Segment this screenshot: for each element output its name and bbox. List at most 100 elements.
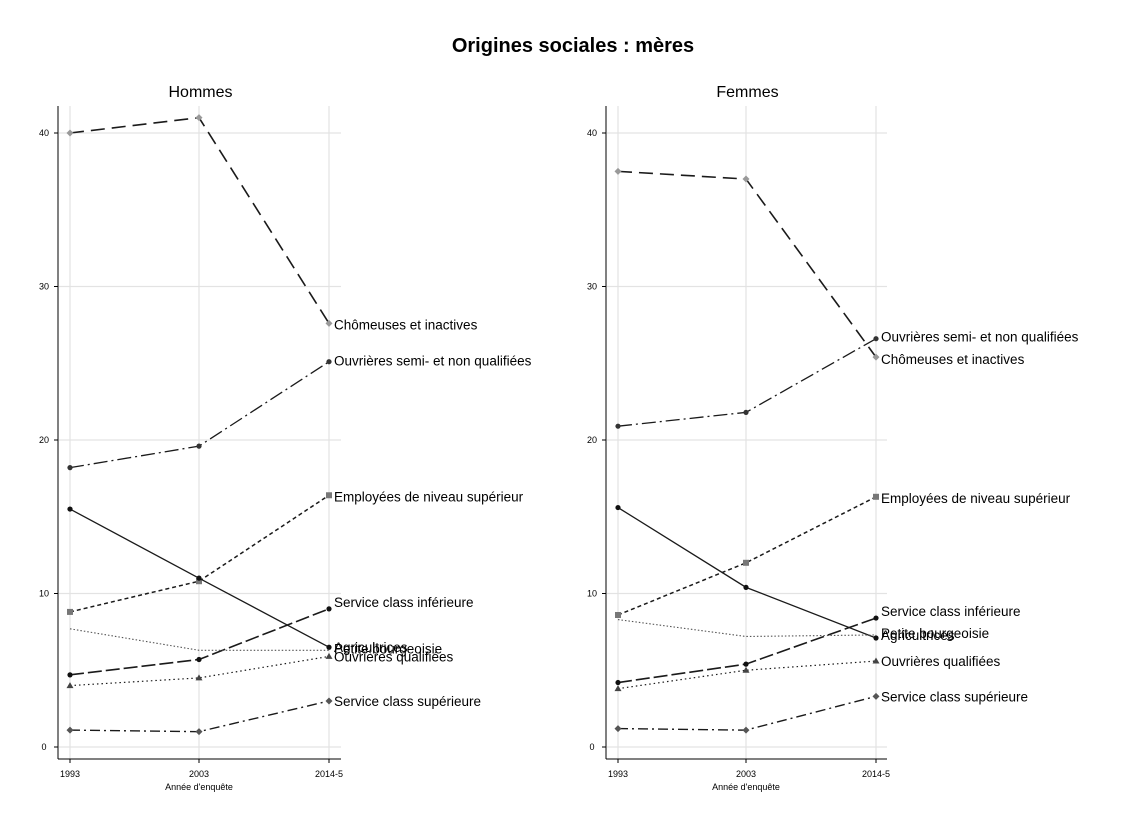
data-point	[743, 584, 749, 590]
data-point	[325, 319, 333, 327]
data-point	[614, 725, 622, 733]
data-point	[325, 652, 333, 659]
data-point	[743, 661, 749, 667]
series-line	[617, 660, 877, 690]
data-point	[873, 493, 879, 500]
y-tick-label: 40	[587, 128, 597, 138]
data-point	[326, 359, 332, 365]
x-tick-label: 1993	[60, 769, 80, 779]
panel-hommes: Hommes 0 10 20 30 40 1993 2003 2014-5 Année d'enq…	[39, 84, 532, 792]
data-point	[66, 726, 74, 734]
series-label: Petite bourgeoisie	[334, 641, 442, 656]
data-point	[66, 682, 74, 689]
data-point	[67, 672, 73, 678]
series-line	[617, 496, 877, 616]
y-tick-label: 0	[41, 742, 46, 752]
data-point	[873, 336, 879, 342]
series-6: Petite bourgeoisie	[617, 619, 989, 641]
series-8: Service class supérieure	[614, 689, 1028, 734]
series-label: Service class supérieure	[334, 694, 481, 709]
y-tick-label: 0	[589, 742, 594, 752]
data-point	[872, 657, 880, 664]
series-line	[617, 617, 877, 684]
data-point	[615, 611, 621, 618]
y-tick-label: 10	[587, 589, 597, 599]
series-label: Chômeuses et inactives	[881, 352, 1025, 367]
data-point	[67, 465, 73, 471]
series-5: Agricultrices	[67, 506, 408, 655]
x-tick-label: 2003	[189, 769, 209, 779]
data-point	[195, 728, 203, 736]
y-tick-label: 40	[39, 128, 49, 138]
x-axis-title: Année d'enquête	[165, 782, 233, 792]
series-label: Chômeuses et inactives	[334, 317, 478, 332]
data-point	[615, 423, 621, 429]
series-label: Employées de niveau supérieur	[881, 491, 1071, 506]
data-point	[67, 506, 73, 512]
data-point	[872, 353, 880, 361]
series-label: Ouvrières semi- et non qualifiées	[334, 354, 532, 369]
data-point	[873, 635, 879, 641]
data-point	[326, 492, 332, 499]
y-tick-label: 30	[39, 282, 49, 292]
series-1: Chômeuses et inactives	[614, 167, 1025, 367]
main-title: Origines sociales : mères	[452, 35, 694, 57]
data-point	[325, 697, 333, 705]
series-4: Service class inférieure	[67, 595, 474, 678]
panel-femmes: Femmes 0 10 20 30 40 1993 2003 2014-5 Année d'enq…	[587, 84, 1079, 792]
series-label: Petite bourgeoisie	[881, 626, 989, 641]
series-line	[617, 695, 877, 731]
series-line	[617, 170, 877, 358]
data-point	[66, 129, 74, 137]
panel-title: Hommes	[168, 84, 232, 101]
panel-title: Femmes	[716, 84, 778, 101]
data-point	[196, 443, 202, 449]
data-point	[196, 578, 202, 585]
data-point	[196, 575, 202, 581]
series-1: Chômeuses et inactives	[66, 114, 478, 332]
series-3: Employées de niveau supérieur	[615, 491, 1071, 618]
data-point	[195, 114, 203, 122]
series-line	[69, 628, 329, 651]
series-label: Employées de niveau supérieur	[334, 489, 524, 504]
y-tick-label: 10	[39, 589, 49, 599]
series-label: Ouvrières semi- et non qualifiées	[881, 330, 1079, 345]
y-tick-label: 20	[39, 435, 49, 445]
series-label: Agricultrices	[881, 628, 955, 643]
series-line	[617, 506, 877, 639]
x-tick-label: 2014-5	[315, 769, 343, 779]
data-point	[615, 679, 621, 686]
series-2: Ouvrières semi- et non qualifiées	[615, 330, 1079, 429]
data-point	[614, 167, 622, 175]
series-8: Service class supérieure	[66, 694, 481, 736]
data-point	[742, 175, 750, 183]
y-tick-label: 20	[587, 435, 597, 445]
series-7: Ouvrières qualifiées	[614, 654, 1001, 692]
series-line	[69, 494, 330, 613]
data-point	[67, 608, 73, 615]
data-point	[742, 726, 750, 734]
x-axis-title: Année d'enquête	[712, 782, 780, 792]
data-point	[326, 644, 332, 650]
data-point	[615, 504, 621, 511]
panels: Hommes 0 10 20 30 40 1993 2003 2014-5 Année d'enq…	[39, 84, 1079, 792]
data-point	[873, 615, 879, 621]
series-2: Ouvrières semi- et non qualifiées	[67, 354, 532, 471]
data-point	[742, 666, 750, 673]
series-4: Service class inférieure	[615, 604, 1021, 686]
data-point	[743, 559, 749, 566]
data-point	[872, 692, 880, 700]
data-point	[195, 674, 203, 681]
series-label: Service class inférieure	[334, 595, 474, 610]
gridlines	[59, 106, 341, 759]
series-line	[69, 655, 330, 687]
series-label: Service class supérieure	[881, 689, 1028, 704]
data-point	[196, 656, 202, 663]
series-label: Ouvrières qualifiées	[334, 649, 454, 664]
gridlines	[607, 106, 887, 759]
data-point	[326, 606, 332, 612]
series-label: Service class inférieure	[881, 604, 1021, 619]
series-line	[617, 619, 877, 638]
x-tick-label: 1993	[608, 769, 628, 779]
